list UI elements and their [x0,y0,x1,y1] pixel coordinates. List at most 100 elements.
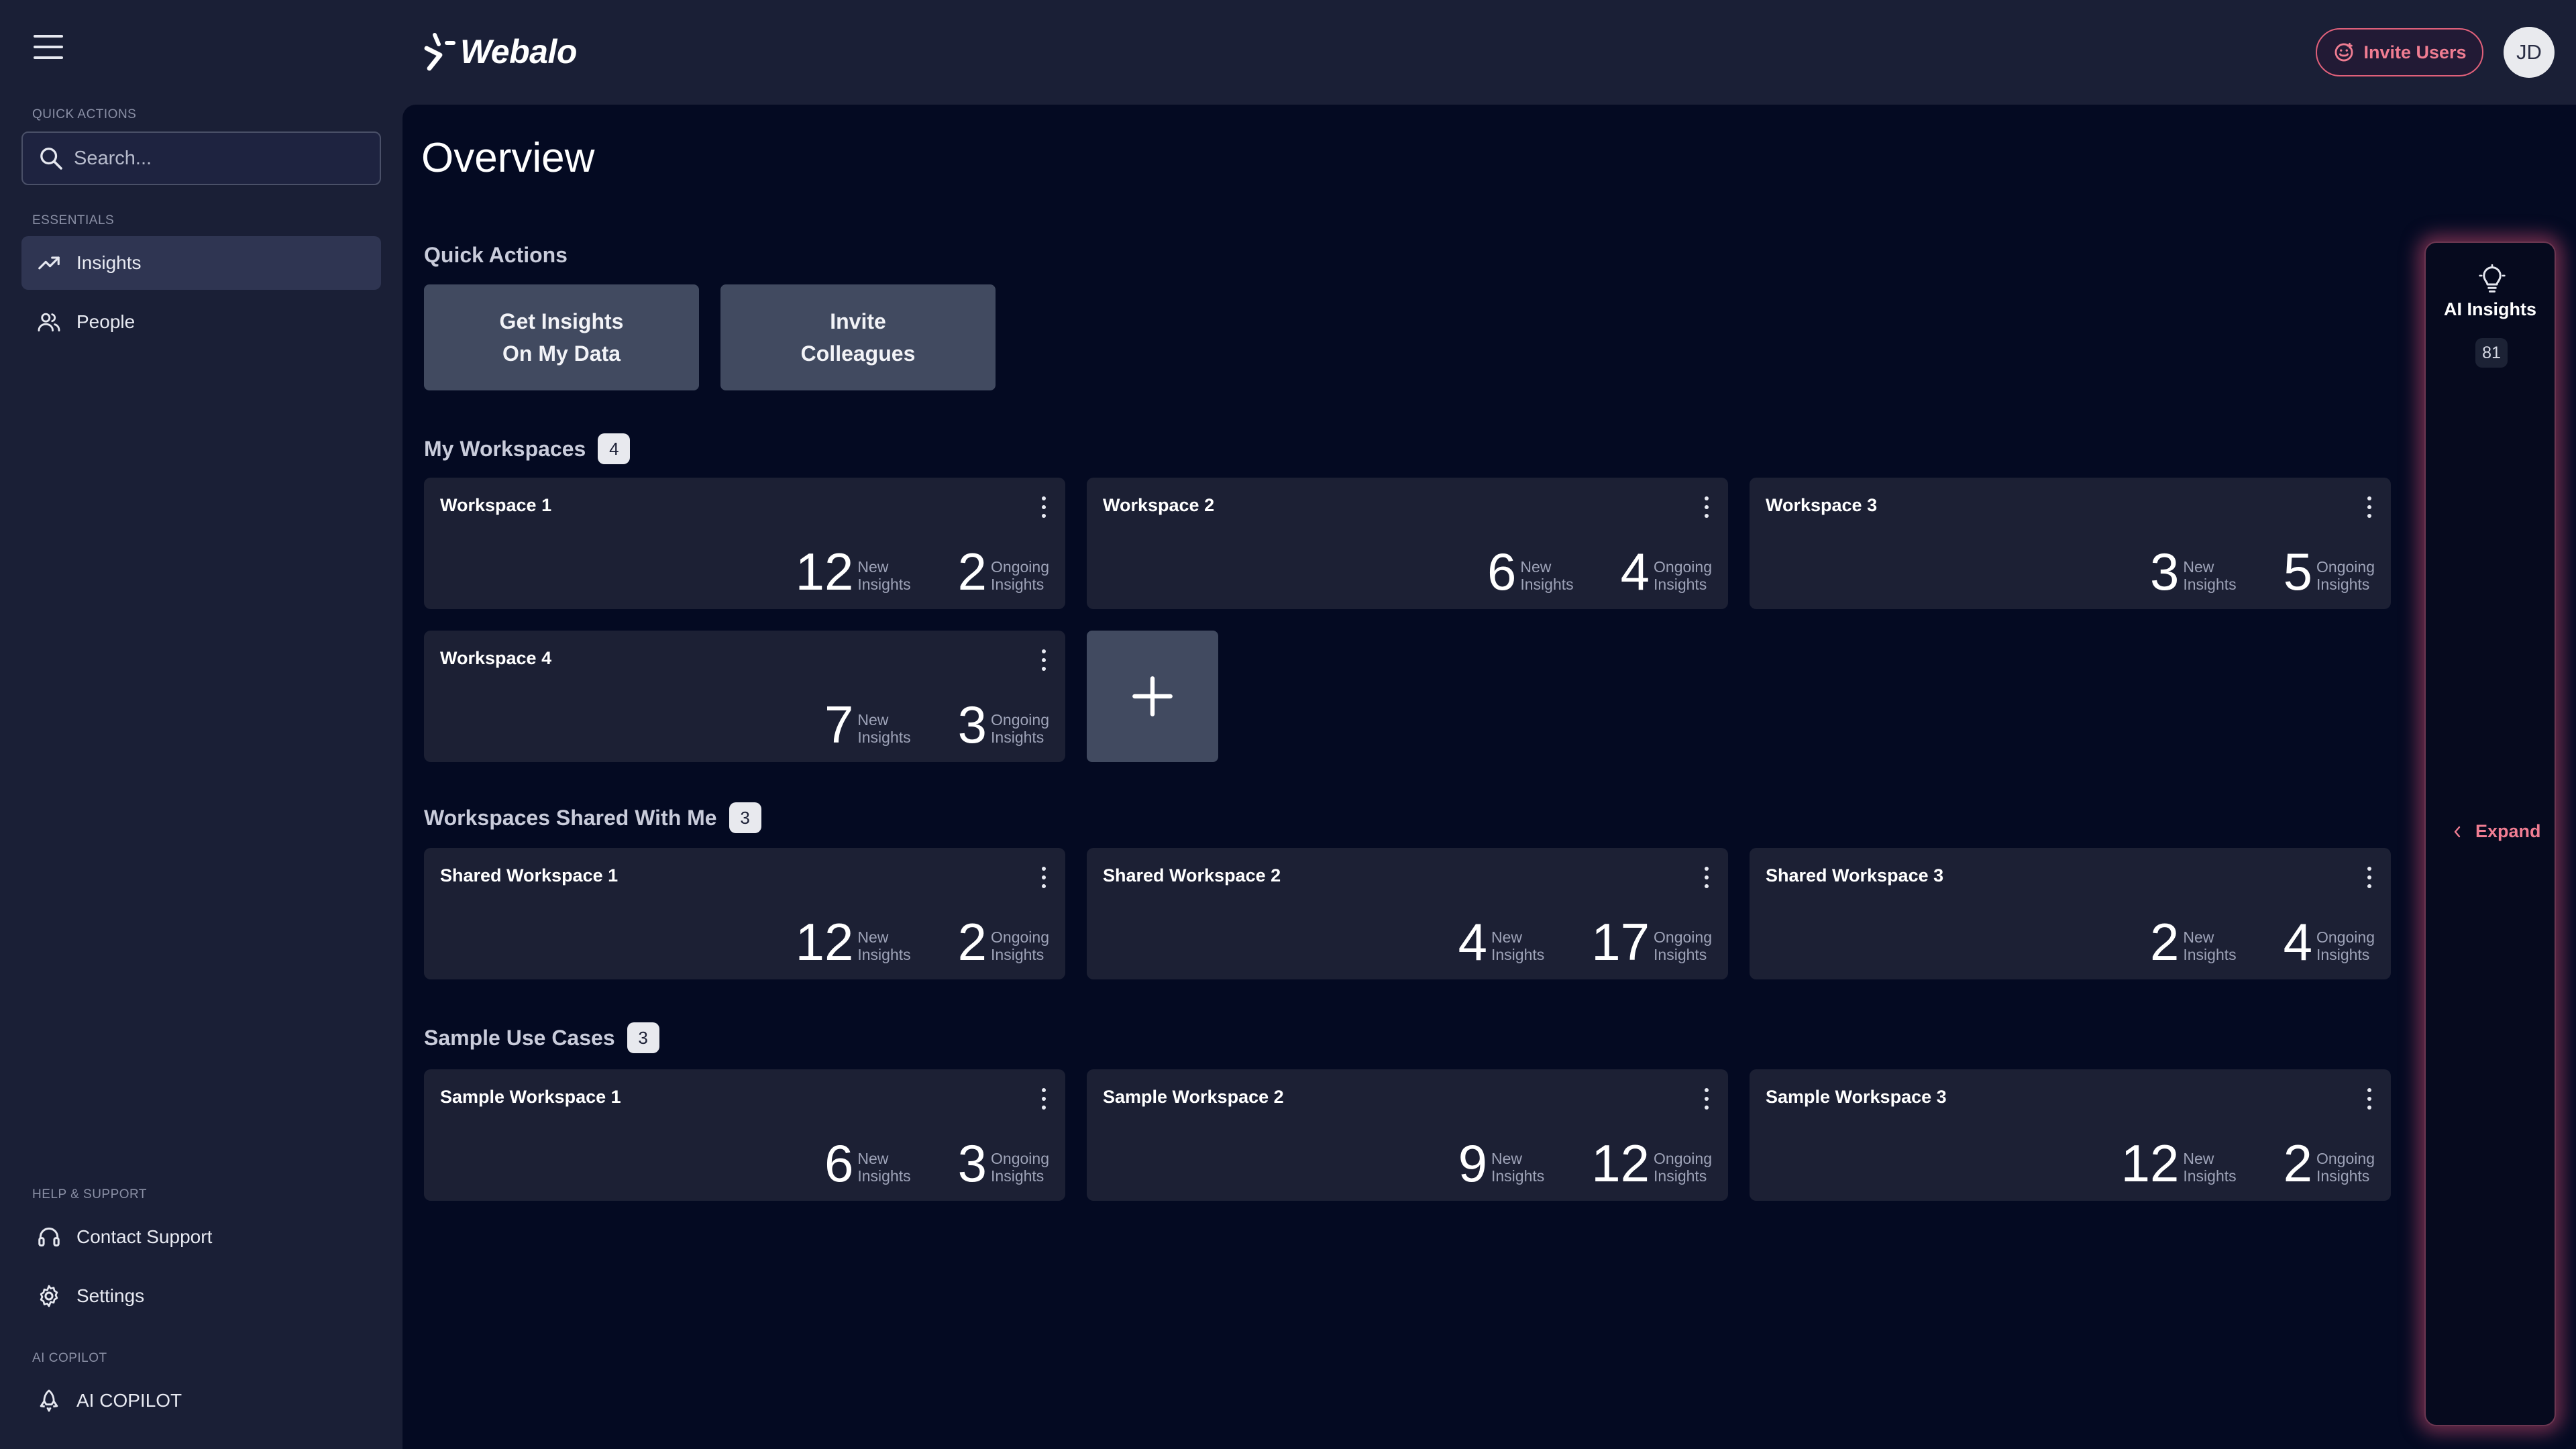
ongoing-insights-count: 2 [2283,1134,2313,1193]
people-icon [38,313,60,332]
new-insights-count: 12 [2121,1134,2180,1193]
ongoing-insights-count: 5 [2283,542,2313,601]
workspace-card[interactable]: Workspace 3 3 New Insights 5 Ongoing Insig… [1750,478,2391,609]
new-insights-stat: 6 New Insights [824,1134,911,1193]
sample-use-cases-heading: Sample Use Cases 3 [424,1022,659,1053]
logo-mark-icon [424,33,455,71]
ongoing-insights-stat: 17 Ongoing Insights [1591,912,1712,971]
workspace-card[interactable]: Workspace 4 7 New Insights 3 Ongoing Insig… [424,631,1065,762]
new-insights-label: New Insights [857,711,911,746]
ongoing-insights-count: 17 [1591,912,1650,971]
invite-users-label: Invite Users [2363,42,2467,62]
more-options-icon[interactable] [2361,864,2377,891]
add-workspace-button[interactable] [1087,631,1218,762]
sidebar-item-insights[interactable]: Insights [21,236,381,290]
logo-text: Webalo [460,33,577,70]
ongoing-insights-count: 12 [1591,1134,1650,1193]
more-options-icon[interactable] [1036,864,1052,891]
workspace-stats: 9 New Insights 12 Ongoing Insights [1458,1134,1712,1193]
workspace-card[interactable]: Workspace 2 6 New Insights 4 Ongoing Insig… [1087,478,1728,609]
new-insights-count: 12 [795,542,854,601]
lightbulb-icon [2479,264,2506,292]
workspace-card-title: Sample Workspace 1 [440,1087,621,1107]
ai-insights-panel: AI Insights 81 Expand [2424,241,2556,1426]
more-options-icon[interactable] [1036,1085,1052,1112]
ongoing-insights-stat: 12 Ongoing Insights [1591,1134,1712,1193]
workspace-stats: 12 New Insights 2 Ongoing Insights [2121,1134,2375,1193]
sidebar-item-settings[interactable]: Settings [21,1269,381,1323]
ongoing-insights-label: Ongoing Insights [991,928,1049,963]
workspace-card-title: Workspace 2 [1103,495,1215,515]
essentials-section-label: ESSENTIALS [32,213,115,227]
ongoing-insights-stat: 2 Ongoing Insights [957,542,1049,601]
invite-colleagues-button[interactable]: Invite Colleagues [720,284,996,390]
sidebar-item-people[interactable]: People [21,295,381,349]
workspace-stats: 3 New Insights 5 Ongoing Insights [2149,542,2375,601]
ongoing-insights-stat: 4 Ongoing Insights [2284,916,2375,968]
workspace-card-title: Workspace 4 [440,648,552,668]
user-avatar[interactable]: JD [2504,27,2555,78]
workspace-card-title: Workspace 3 [1766,495,1878,515]
get-insights-button[interactable]: Get Insights On My Data [424,284,699,390]
workspace-card[interactable]: Workspace 1 12 New Insights 2 Ongoing Insi… [424,478,1065,609]
ongoing-insights-label: Ongoing Insights [991,711,1049,746]
chevron-left-icon [2454,826,2461,837]
ongoing-insights-count: 2 [957,542,987,601]
expand-button[interactable]: Expand [2450,821,2541,842]
new-insights-stat: 12 New Insights [2121,1134,2237,1193]
more-options-icon[interactable] [1036,647,1052,674]
shared-workspace-card[interactable]: Shared Workspace 1 12 New Insights 2 Ongo… [424,848,1065,979]
sidebar-item-ai-copilot[interactable]: AI COPILOT [21,1374,381,1428]
shared-workspace-card[interactable]: Shared Workspace 3 2 New Insights 4 Ongoi… [1750,848,2391,979]
ongoing-insights-stat: 3 Ongoing Insights [958,1137,1049,1189]
new-insights-label: New Insights [1491,928,1545,963]
new-insights-count: 4 [1458,912,1487,971]
sample-workspace-card[interactable]: Sample Workspace 1 6 New Insights 3 Ongoi… [424,1069,1065,1201]
more-options-icon[interactable] [2361,1085,2377,1112]
more-options-icon[interactable] [2361,494,2377,521]
page-title: Overview [421,135,595,181]
ongoing-insights-label: Ongoing Insights [991,558,1049,593]
rocket-icon [40,1389,58,1412]
new-insights-stat: 7 New Insights [824,695,911,754]
workspace-stats: 7 New Insights 3 Ongoing Insights [824,695,1049,754]
ongoing-insights-stat: 4 Ongoing Insights [1621,545,1712,598]
new-insights-count: 12 [795,912,854,971]
new-insights-stat: 4 New Insights [1458,912,1545,971]
workspace-card-title: Shared Workspace 3 [1766,865,1944,885]
webalo-logo[interactable]: Webalo [421,30,577,74]
new-insights-label: New Insights [2183,558,2237,593]
ongoing-insights-count: 2 [957,912,987,971]
sidebar-item-label: AI COPILOT [76,1390,182,1411]
sample-workspace-card[interactable]: Sample Workspace 3 12 New Insights 2 Ongo… [1750,1069,2391,1201]
new-insights-count: 6 [824,1134,854,1193]
ai-insights-count-badge: 81 [2475,338,2508,368]
more-options-icon[interactable] [1699,864,1715,891]
search-input[interactable] [74,147,369,170]
sidebar: QUICK ACTIONS ESSENTIALS Insights [0,0,402,1449]
help-support-section-label: HELP & SUPPORT [32,1187,148,1201]
hamburger-menu-icon[interactable] [34,35,63,59]
new-insights-label: New Insights [1491,1150,1545,1185]
invite-users-button[interactable]: Invite Users [2316,28,2483,76]
workspace-card-title: Shared Workspace 1 [440,865,619,885]
sidebar-item-label: Insights [76,252,142,273]
more-options-icon[interactable] [1036,494,1052,521]
new-insights-stat: 3 New Insights [2149,542,2237,601]
shared-workspace-card[interactable]: Shared Workspace 2 4 New Insights 17 Ongo… [1087,848,1728,979]
ongoing-insights-count: 3 [957,695,987,754]
new-insights-count: 7 [824,695,854,754]
new-insights-count: 3 [2149,542,2180,601]
ongoing-insights-stat: 2 Ongoing Insights [957,912,1049,971]
search-icon [40,148,62,170]
new-insights-count: 9 [1458,1134,1487,1193]
ongoing-insights-stat: 3 Ongoing Insights [957,695,1049,754]
ongoing-insights-label: Ongoing Insights [991,1150,1049,1185]
sidebar-item-contact-support[interactable]: Contact Support [21,1210,381,1264]
shared-workspaces-heading-text: Workspaces Shared With Me [424,805,717,830]
sample-workspace-card[interactable]: Sample Workspace 2 9 New Insights 12 Ongo… [1087,1069,1728,1201]
shared-workspaces-heading: Workspaces Shared With Me 3 [424,802,761,833]
search-box[interactable] [21,131,381,185]
more-options-icon[interactable] [1699,1085,1715,1112]
more-options-icon[interactable] [1699,494,1715,521]
